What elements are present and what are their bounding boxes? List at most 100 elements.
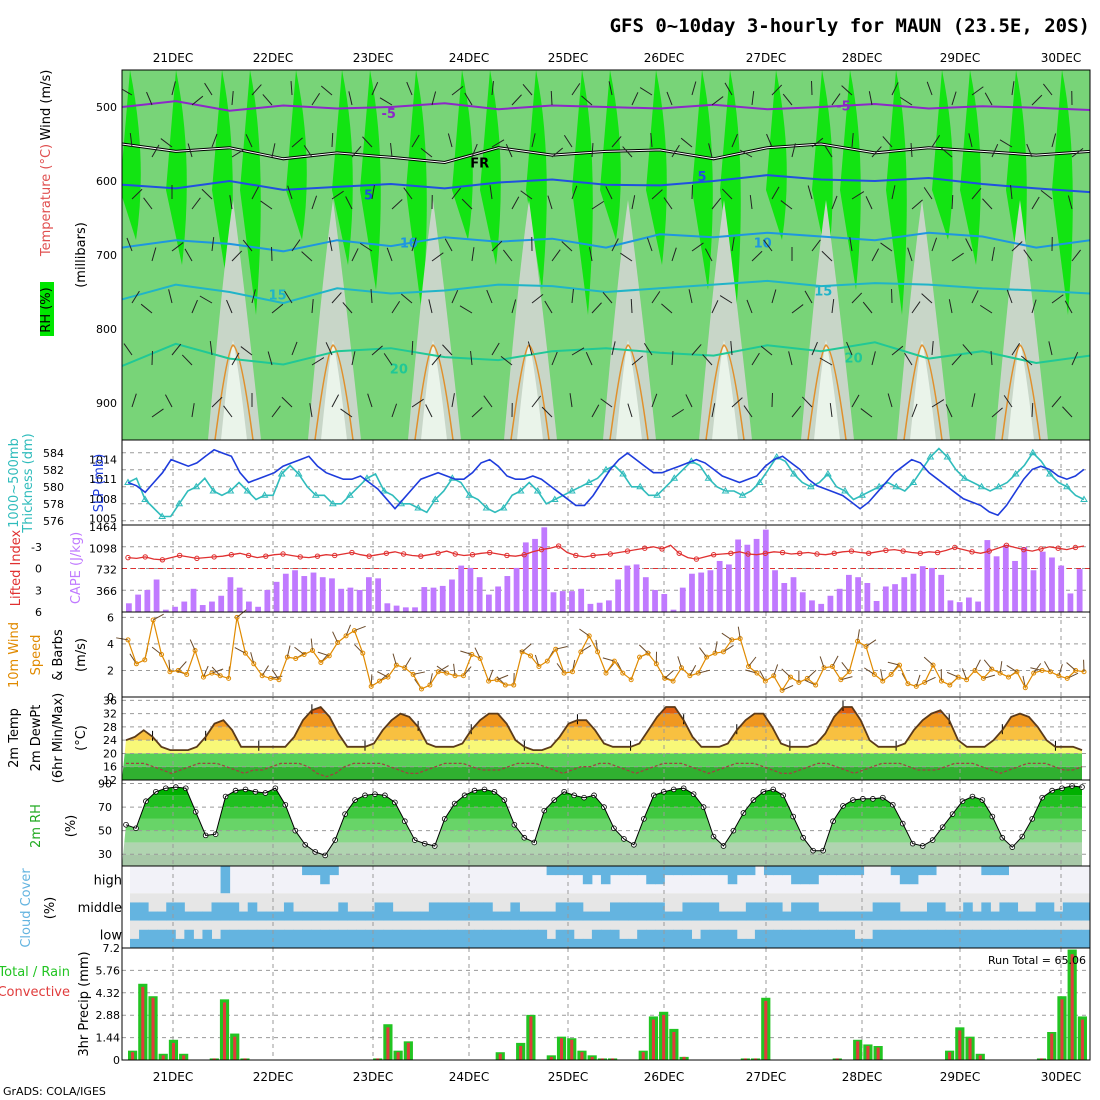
tick-label: 4.32: [96, 987, 121, 1000]
wind-barb: [801, 396, 813, 408]
cape-bar: [1049, 557, 1055, 612]
cape-bar: [809, 600, 815, 612]
wind-barb-10m: [781, 668, 791, 678]
cloud-cover-bar: [1071, 929, 1082, 948]
wind-barb: [931, 237, 938, 252]
cloud-cover-bar: [193, 938, 203, 948]
wind-barb: [591, 200, 605, 210]
wind-barb: [1011, 81, 1015, 96]
wind-barb: [771, 289, 777, 304]
cape-bar: [615, 579, 622, 612]
cloud-cover-bar: [582, 938, 593, 948]
precip-convective-bar: [764, 1000, 768, 1060]
wind-barb-10m: [773, 664, 779, 676]
wind-barb: [1031, 196, 1040, 210]
cloud-cover-bar: [782, 929, 792, 948]
wind-barb: [824, 144, 833, 158]
wind-barb: [782, 93, 793, 106]
wind-speed-marker: [318, 659, 324, 665]
wind-barb: [331, 190, 344, 200]
wind-speed-marker: [419, 686, 425, 692]
thickness-line: [127, 447, 1085, 518]
wind-barb-10m: [602, 657, 615, 662]
tick-label: 0: [113, 1054, 120, 1067]
wind-barb: [391, 199, 403, 210]
cloud-cover-bar: [582, 866, 593, 885]
cloud-cover-bar: [265, 929, 276, 948]
rh-moist-streak: [1052, 70, 1073, 315]
cloud-cover-bar: [908, 866, 919, 885]
wind-barb: [831, 299, 835, 314]
wind-barb-10m: [463, 666, 472, 677]
cloud-cover-bar: [573, 866, 584, 876]
cloud-cover-bar: [591, 929, 602, 948]
lifted-index-line: [127, 544, 1085, 561]
wind-barb: [231, 250, 243, 262]
date-label-top: 27DEC: [746, 51, 786, 65]
wind-barb: [627, 403, 633, 418]
cloud-cover-bar: [474, 902, 484, 921]
wind-barb: [831, 195, 838, 210]
wind-barb: [646, 237, 653, 252]
cape-bar: [882, 586, 889, 612]
wind-barb: [849, 237, 853, 252]
wind-speed-marker: [972, 667, 978, 673]
cloud-level-label: middle: [78, 901, 122, 916]
temp-label-1: 2m Temp: [7, 708, 22, 768]
wind-barb-10m: [521, 643, 532, 653]
cape-bar: [181, 601, 188, 612]
wind-speed-marker: [628, 677, 634, 683]
wind-speed-marker: [343, 633, 349, 639]
cloud-cover-bar: [1008, 929, 1019, 948]
cloud-cover-bar: [1044, 929, 1055, 948]
wind-barb: [979, 304, 993, 314]
cloud-cover-bar: [610, 902, 620, 921]
cloud-cover-bar: [338, 902, 348, 921]
wind-barb: [131, 393, 137, 408]
wind-barb: [639, 87, 653, 96]
cloud-cover-bar: [320, 929, 330, 948]
panel-li-cape: -3 0 3 6 366 732 1098 1464 Lifted Index CAPE (J/k…: [9, 521, 1090, 619]
panel-thickness-slp: 576 578 580 582 584 1005 1008 1011 1014 1000~500m…: [7, 433, 1090, 534]
wind-barb: [444, 238, 453, 252]
cape-bar: [430, 587, 437, 612]
wind-barb: [1040, 189, 1053, 200]
cape-bar: [559, 591, 566, 612]
contour-label: 20: [845, 351, 863, 366]
wind-barb: [999, 139, 1013, 148]
cloud-cover-bar: [791, 902, 801, 921]
cloud-cover-bar: [709, 902, 720, 921]
cape-bar: [1030, 570, 1037, 612]
temp-label-2: 2m DewPt: [29, 705, 44, 772]
wind-barb: [751, 91, 755, 106]
date-label-bottom: 27DEC: [746, 1070, 786, 1084]
cape-bar: [587, 603, 594, 612]
tick-label: 1008: [89, 493, 117, 506]
wind-barb: [611, 341, 616, 356]
cape-bar: [319, 577, 326, 612]
wind-barb-10m: [377, 671, 389, 678]
wind-barb: [751, 352, 760, 366]
wind-barb: [184, 248, 193, 262]
wind-barb: [711, 300, 719, 314]
rh-moist-streak: [166, 70, 187, 265]
cape-bar: [246, 601, 252, 612]
wind-barb: [140, 303, 153, 314]
cloud-cover-bar: [827, 911, 837, 921]
cloud-cover-bar: [800, 929, 810, 948]
wind-barb: [223, 405, 233, 418]
wind-barb: [951, 252, 964, 262]
wind-barb-10m: [271, 669, 280, 681]
wind-barb-10m: [152, 613, 164, 621]
wind-barb-10m: [915, 674, 921, 687]
wind-barb: [868, 91, 873, 106]
cloud-cover-bar: [610, 866, 620, 876]
rh-moist-streak: [766, 70, 787, 240]
wind-speed-marker: [351, 628, 357, 634]
cloud-unit-label: (%): [43, 897, 58, 920]
wind-barb: [721, 188, 733, 200]
wind-barb: [1006, 289, 1013, 304]
wind-barb: [151, 247, 157, 262]
tick-label: 70: [98, 801, 112, 814]
